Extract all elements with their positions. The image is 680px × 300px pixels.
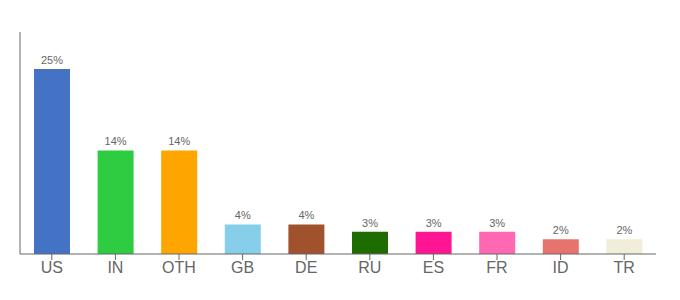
svg-text:3%: 3% [489, 217, 505, 229]
svg-text:IN: IN [107, 259, 123, 276]
svg-text:4%: 4% [235, 209, 251, 221]
svg-text:3%: 3% [362, 217, 378, 229]
svg-text:US: US [41, 259, 63, 276]
svg-text:2%: 2% [616, 224, 632, 236]
svg-text:25%: 25% [41, 54, 63, 66]
svg-text:14%: 14% [168, 135, 190, 147]
svg-text:OTH: OTH [162, 259, 196, 276]
svg-text:2%: 2% [553, 224, 569, 236]
svg-text:4%: 4% [298, 209, 314, 221]
svg-text:TR: TR [614, 259, 635, 276]
svg-text:ID: ID [553, 259, 569, 276]
svg-text:GB: GB [231, 259, 254, 276]
svg-text:14%: 14% [105, 135, 127, 147]
svg-text:FR: FR [486, 259, 507, 276]
svg-text:RU: RU [358, 259, 381, 276]
svg-text:DE: DE [295, 259, 317, 276]
svg-text:ES: ES [423, 259, 444, 276]
svg-text:3%: 3% [426, 217, 442, 229]
